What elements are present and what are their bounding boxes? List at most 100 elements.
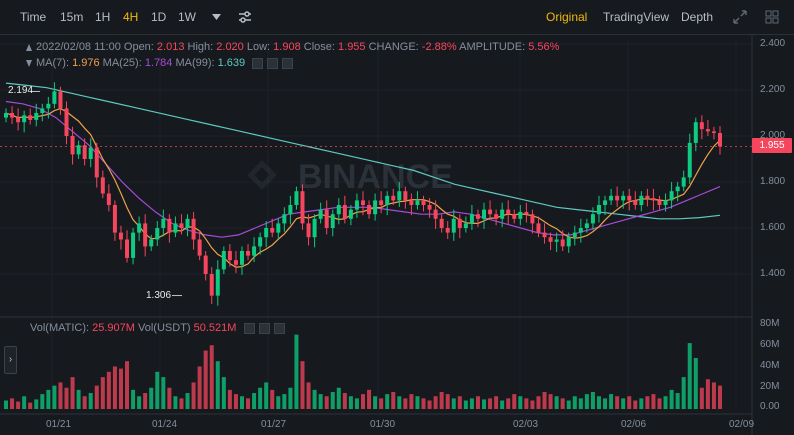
candle-body (651, 198, 656, 201)
vol-close-icon[interactable] (273, 322, 285, 334)
volume-bar (475, 396, 480, 409)
volume-bar (603, 398, 608, 409)
high-marker-label: 2.194 (8, 85, 34, 96)
candle-body (699, 122, 704, 130)
candle-body (70, 136, 75, 155)
volume-bar (161, 377, 166, 409)
volume-bar (548, 394, 553, 409)
candle-body (40, 108, 45, 113)
expand-icon[interactable] (733, 10, 747, 24)
ohlc-close: 1.955 (338, 41, 366, 53)
caret-down-icon[interactable] (212, 14, 221, 20)
volume-bar (566, 400, 571, 409)
ma99-line (5, 82, 721, 220)
volume-bars (4, 334, 722, 409)
tab-1w[interactable]: 1W (178, 10, 196, 24)
grid-icon[interactable] (765, 10, 779, 24)
volume-bar (155, 371, 160, 409)
volume-bar (342, 393, 347, 409)
candle-body (391, 195, 396, 201)
candle-body (312, 218, 317, 238)
volume-bar (264, 382, 269, 409)
price-tick: 1.400 (760, 268, 786, 279)
candle-body (415, 200, 420, 205)
ma-hide-icon[interactable] (252, 57, 264, 69)
volume-tick: 0.00 (760, 401, 780, 412)
volume-bar (657, 398, 662, 409)
volume-bar (718, 385, 722, 409)
sliders-icon[interactable] (238, 10, 252, 24)
candle-body (451, 218, 456, 233)
tab-1d[interactable]: 1D (151, 10, 167, 24)
candle-body (94, 147, 99, 178)
ohlc-open: 2.013 (156, 41, 185, 53)
vol-matic-value: 25.907M (92, 322, 135, 334)
volume-bar (609, 394, 614, 409)
volume-bar (711, 382, 716, 409)
volume-bar (415, 396, 420, 409)
tab-time[interactable]: Time (20, 10, 47, 24)
volume-bar (64, 387, 69, 409)
volume-bar (361, 394, 365, 409)
ma99-value: 1.639 (217, 57, 246, 69)
ma-settings-icon[interactable] (267, 57, 279, 69)
candlestick-chart[interactable]: BINANCE (0, 34, 794, 435)
candle-body (361, 200, 365, 205)
volume-bar (596, 396, 601, 409)
candle-body (318, 209, 323, 219)
view-depth[interactable]: Depth (681, 10, 714, 24)
tab-15m[interactable]: 15m (60, 10, 84, 24)
volume-bar (403, 398, 408, 409)
volume-bar (131, 389, 136, 409)
ma-close-icon[interactable] (282, 57, 294, 69)
vol-usdt-value: 50.521M (193, 322, 237, 334)
candle-body (161, 218, 166, 228)
candle-body (125, 239, 130, 258)
ma7-value: 1.976 (72, 57, 100, 69)
candle-body (566, 237, 571, 247)
candle-body (379, 200, 384, 205)
candle-body (615, 195, 620, 201)
vol-hide-icon[interactable] (243, 322, 255, 334)
candle-body (621, 195, 626, 201)
volume-bar (239, 396, 244, 409)
tab-4h[interactable]: 4H (123, 10, 139, 24)
candle-body (560, 239, 565, 247)
candle-body (457, 218, 462, 228)
view-tradingview[interactable]: TradingView (603, 10, 670, 24)
collapse-panel-button[interactable]: › (4, 346, 17, 374)
volume-bar (94, 385, 99, 409)
candle-body (112, 205, 117, 233)
candle-body (324, 209, 329, 228)
volume-bar (22, 396, 27, 409)
candle-body (100, 177, 105, 194)
volume-bar (34, 399, 39, 409)
date-tick: 02/03 (513, 419, 539, 430)
candle-body (233, 260, 238, 265)
volume-bar (203, 350, 208, 409)
candle-body (342, 205, 347, 219)
volume-bar (10, 398, 15, 409)
volume-bar (330, 392, 335, 409)
view-original[interactable]: Original (546, 10, 588, 24)
candle-body (76, 145, 81, 155)
volume-bar (542, 392, 547, 409)
volume-bar (397, 396, 402, 409)
candle-body (22, 115, 27, 123)
tab-1h[interactable]: 1H (95, 10, 111, 24)
candle-body (28, 115, 33, 120)
volume-bar (306, 382, 311, 409)
volume-tick: 80M (760, 318, 780, 329)
candle-body (463, 223, 468, 228)
volume-bar (675, 393, 680, 409)
candle-body (203, 255, 208, 274)
volume-bar (494, 396, 499, 409)
price-tick: 2.200 (760, 84, 786, 95)
candle-body (348, 209, 353, 219)
candle-body (264, 228, 269, 238)
volume-tick: 60M (760, 339, 780, 350)
volume-bar (221, 377, 226, 409)
candle-body (609, 195, 614, 201)
vol-settings-icon[interactable] (258, 322, 270, 334)
ohlc-amplitude: 5.56% (528, 41, 560, 53)
